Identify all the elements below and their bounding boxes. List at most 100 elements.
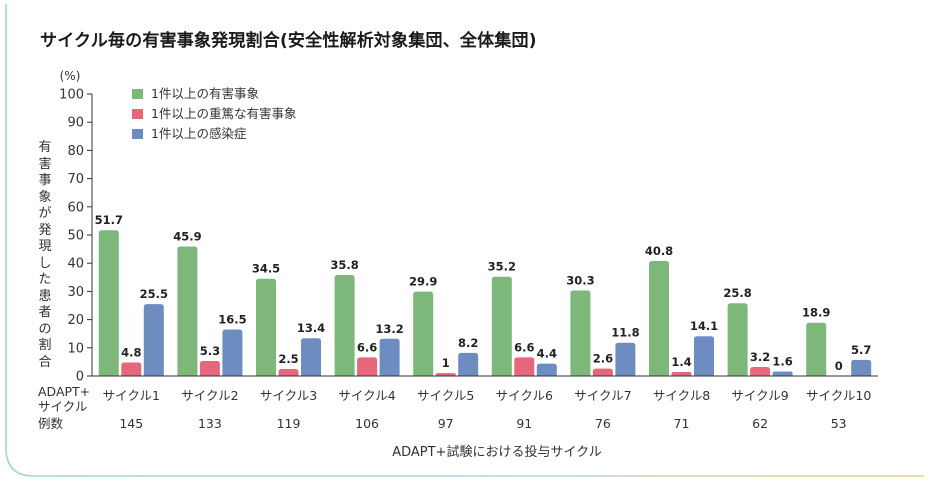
bar-value-label: 25.5	[140, 287, 168, 301]
x-tick-label: サイクル3	[260, 388, 317, 403]
legend-label: 1件以上の重篤な有害事象	[151, 106, 296, 121]
x-tick-label: サイクル10	[806, 388, 871, 403]
bar-value-label: 6.6	[357, 340, 377, 354]
bar-value-label: 51.7	[95, 213, 123, 227]
bar	[357, 357, 378, 376]
bar-value-label: 45.9	[173, 230, 201, 244]
bar	[143, 304, 164, 376]
bar-value-label: 13.4	[297, 321, 325, 335]
bar	[536, 363, 557, 376]
y-tick-label: 90	[67, 116, 84, 131]
bar	[177, 246, 198, 376]
y-tick-label: 0	[76, 370, 84, 385]
bar-value-label: 1	[442, 356, 450, 370]
bar	[458, 352, 479, 376]
x-tick-label: サイクル6	[496, 388, 553, 403]
y-tick-label: 10	[67, 341, 84, 356]
bar-value-label: 5.3	[200, 344, 220, 358]
bar	[334, 275, 355, 376]
bar	[806, 322, 827, 376]
y-tick-label: 100	[59, 88, 84, 103]
bar	[379, 338, 400, 376]
bar-value-label: 4.8	[121, 345, 141, 359]
bar-value-label: 14.1	[690, 319, 718, 333]
bar-value-label: 25.8	[723, 286, 751, 300]
bar-value-label: 8.2	[458, 336, 478, 350]
bar-value-label: 16.5	[218, 312, 246, 326]
bar	[615, 342, 636, 376]
bar	[649, 260, 669, 376]
x-tick-label: サイクル2	[181, 388, 238, 403]
legend-label: 1件以上の有害事象	[151, 86, 259, 101]
x-tick-label: サイクル9	[731, 388, 788, 403]
x-tick-label: サイクル7	[574, 388, 631, 403]
bar	[435, 373, 456, 376]
cases-value: 119	[277, 416, 301, 431]
bar	[570, 290, 591, 376]
bar-value-label: 1.6	[772, 354, 792, 368]
bar	[772, 371, 793, 376]
bar-value-label: 2.5	[278, 352, 298, 366]
bar	[851, 359, 872, 376]
bar	[671, 372, 692, 376]
bar-value-label: 1.4	[671, 355, 691, 369]
y-tick-label: 40	[67, 257, 84, 272]
bar	[301, 338, 321, 376]
row-label-cases: 例数	[38, 416, 64, 431]
row-label-cycle: ADAPT+	[38, 384, 90, 399]
legend-label: 1件以上の感染症	[151, 126, 246, 141]
legend-swatch	[132, 109, 143, 119]
bar	[592, 368, 613, 376]
x-tick-label: サイクル1	[103, 388, 160, 403]
bar-value-label: 35.8	[330, 258, 358, 272]
bar-value-label: 30.3	[566, 274, 594, 288]
bar-value-label: 35.2	[488, 260, 516, 274]
bar	[222, 329, 243, 376]
bar	[750, 366, 771, 376]
y-axis-unit: (%)	[60, 69, 81, 83]
cases-value: 53	[831, 416, 847, 431]
bar	[199, 361, 220, 376]
cases-value: 133	[198, 416, 222, 431]
bar	[694, 336, 714, 376]
bar	[121, 362, 142, 376]
x-tick-label: サイクル8	[653, 388, 710, 403]
row-label-cycle: サイクル	[38, 399, 87, 414]
bar-value-label: 3.2	[750, 350, 770, 364]
x-tick-label: サイクル4	[338, 388, 395, 403]
y-tick-label: 30	[67, 285, 84, 300]
legend-swatch	[132, 89, 143, 99]
x-tick-label: サイクル5	[417, 388, 474, 403]
x-axis-label: ADAPT+試験における投与サイクル	[392, 444, 602, 460]
bar	[98, 230, 119, 376]
bar-value-label: 18.9	[802, 306, 830, 320]
bar	[256, 278, 276, 376]
bar-value-label: 0	[835, 359, 843, 373]
bar	[413, 291, 434, 376]
y-tick-label: 80	[67, 144, 84, 159]
bar-value-label: 5.7	[851, 343, 871, 357]
bar-value-label: 13.2	[375, 322, 403, 336]
y-tick-label: 70	[67, 172, 84, 187]
y-tick-label: 60	[67, 200, 84, 215]
cases-value: 71	[674, 416, 690, 431]
bar-value-label: 2.6	[593, 352, 613, 366]
bar-value-label: 29.9	[409, 275, 437, 289]
bar-value-label: 11.8	[611, 326, 639, 340]
y-axis-label: 有害事象が発現した患者の割合	[38, 140, 52, 370]
cases-value: 62	[752, 416, 768, 431]
cases-value: 106	[355, 416, 379, 431]
y-tick-label: 50	[67, 229, 84, 244]
bar	[278, 368, 299, 376]
bar-value-label: 40.8	[645, 244, 673, 258]
cases-value: 145	[119, 416, 143, 431]
cases-value: 76	[595, 416, 611, 431]
bar-value-label: 4.4	[537, 347, 557, 361]
legend-swatch	[132, 129, 143, 139]
chart-title: サイクル毎の有害事象発現割合(安全性解析対象集団、全体集団)	[40, 31, 537, 51]
y-tick-label: 20	[67, 313, 84, 328]
bar	[491, 276, 512, 376]
